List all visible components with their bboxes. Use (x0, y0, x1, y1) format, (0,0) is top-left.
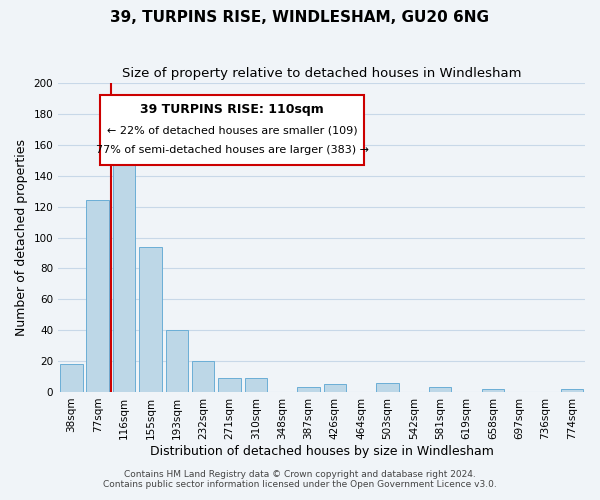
Bar (482, 389, 504, 392)
X-axis label: Distribution of detached houses by size in Windlesham: Distribution of detached houses by size … (149, 444, 494, 458)
Bar (86, 200, 109, 392)
Title: Size of property relative to detached houses in Windlesham: Size of property relative to detached ho… (122, 68, 521, 80)
Bar (376, 382, 398, 392)
Text: 39, TURPINS RISE, WINDLESHAM, GU20 6NG: 39, TURPINS RISE, WINDLESHAM, GU20 6NG (110, 10, 490, 25)
Bar (192, 361, 214, 392)
Bar (60, 364, 83, 392)
Bar (166, 330, 188, 392)
Text: Contains HM Land Registry data © Crown copyright and database right 2024.
Contai: Contains HM Land Registry data © Crown c… (103, 470, 497, 489)
Bar (218, 378, 241, 392)
Bar (560, 389, 583, 392)
FancyBboxPatch shape (100, 96, 364, 165)
Bar (113, 145, 135, 392)
Text: ← 22% of detached houses are smaller (109): ← 22% of detached houses are smaller (10… (107, 125, 358, 135)
Bar (323, 384, 346, 392)
Text: 39 TURPINS RISE: 110sqm: 39 TURPINS RISE: 110sqm (140, 103, 324, 116)
Bar (139, 247, 161, 392)
Text: 77% of semi-detached houses are larger (383) →: 77% of semi-detached houses are larger (… (95, 144, 368, 154)
Y-axis label: Number of detached properties: Number of detached properties (15, 139, 28, 336)
Bar (429, 388, 451, 392)
Bar (297, 388, 320, 392)
Bar (245, 378, 267, 392)
